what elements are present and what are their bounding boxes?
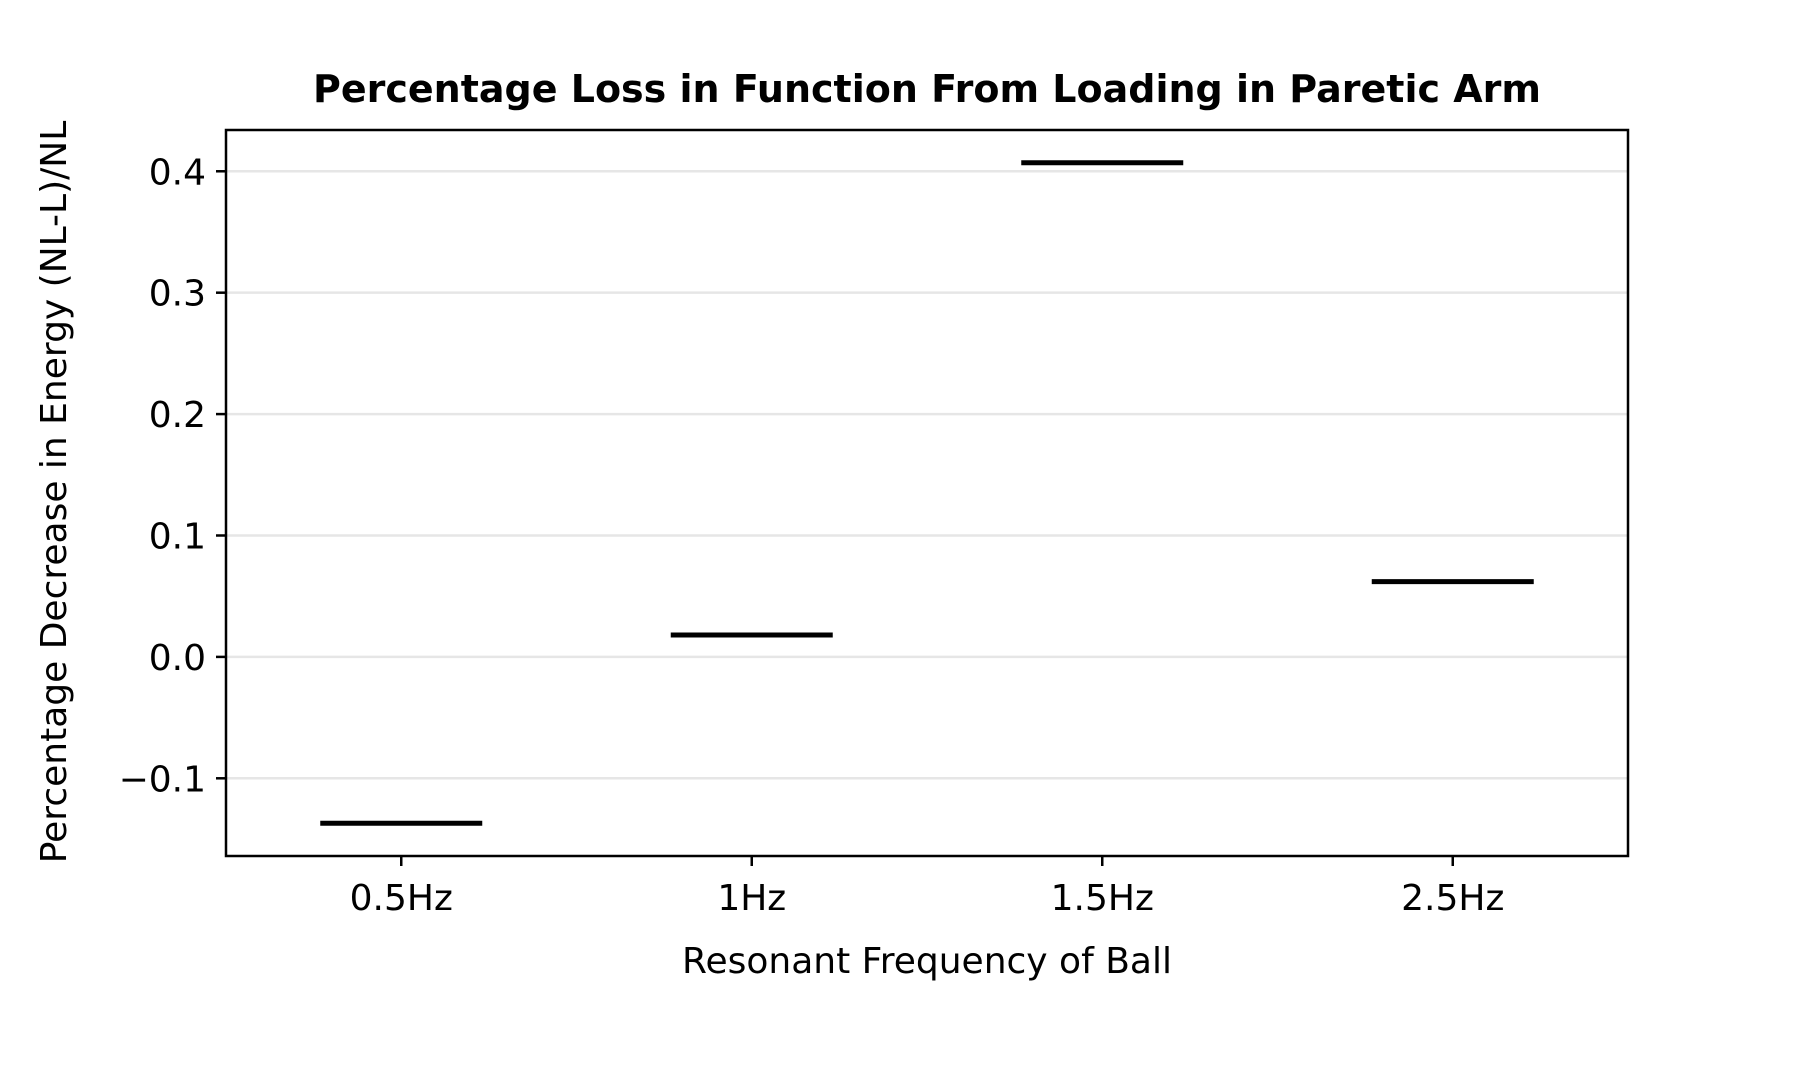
y-tick-label: 0.4: [149, 152, 206, 193]
y-tick-label: −0.1: [119, 759, 206, 800]
grid-layer: [226, 170, 1628, 780]
x-axis-label: Resonant Frequency of Ball: [682, 941, 1172, 982]
y-axis-label: Percentage Decrease in Energy (NL-L)/NL: [34, 121, 75, 864]
y-tick-label: 0.3: [149, 274, 206, 315]
marks-layer: [320, 160, 1534, 826]
chart-title: Percentage Loss in Function From Loading…: [313, 67, 1541, 111]
y-tick-label: 0.1: [149, 516, 206, 557]
x-tick-label: 1Hz: [717, 878, 786, 919]
x-tick-label: 1.5Hz: [1051, 878, 1154, 919]
plot-frame: [224, 128, 1630, 858]
ticks-layer: −0.1 0.0 0.1 0.2 0.3 0.4 0.5Hz 1Hz 1.5Hz 2.5Hz: [119, 152, 1505, 919]
y-tick-label: 0.0: [149, 638, 206, 679]
x-tick-label: 2.5Hz: [1401, 878, 1504, 919]
x-tick-label: 0.5Hz: [350, 878, 453, 919]
y-tick-label: 0.2: [149, 395, 206, 436]
